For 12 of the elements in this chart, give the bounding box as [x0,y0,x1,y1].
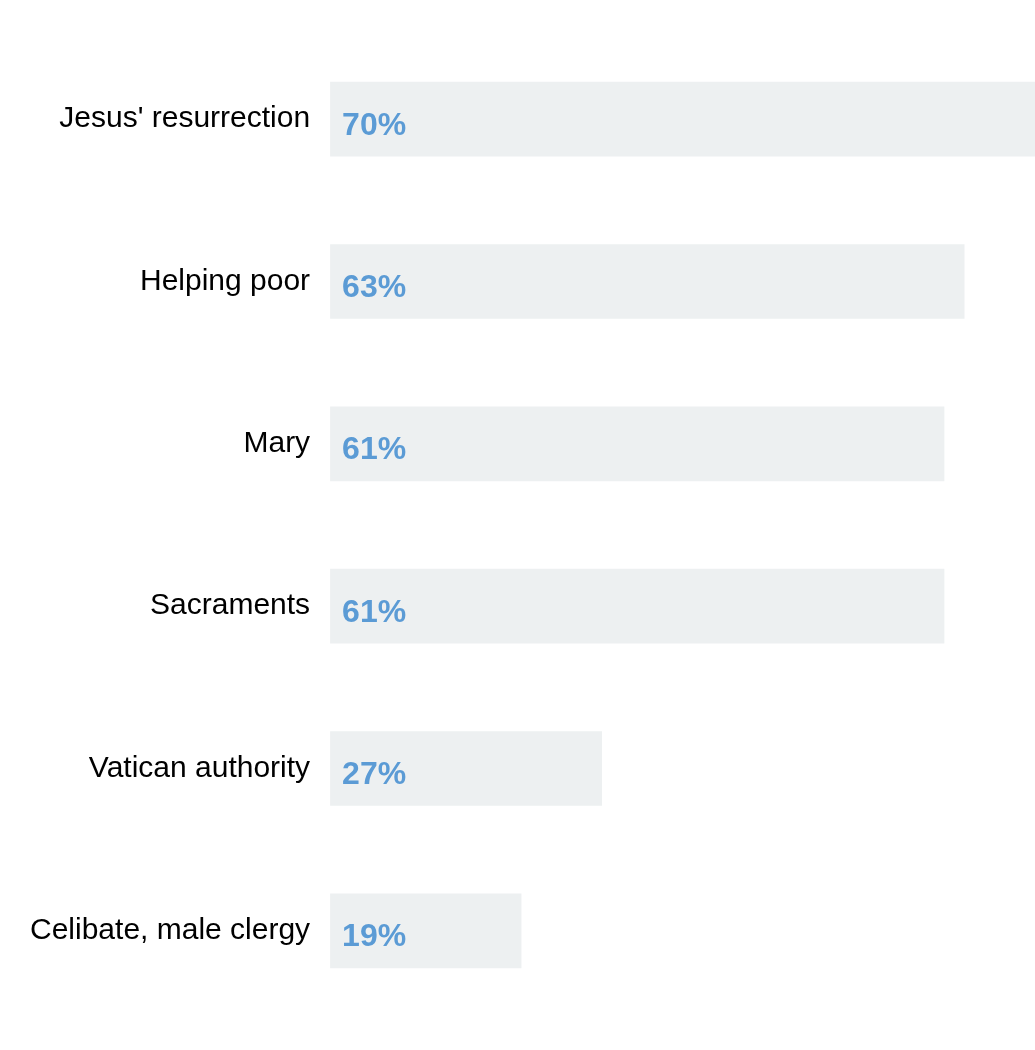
data-label: 61% [342,592,407,629]
data-label: 19% [342,917,407,954]
y-tick-label: Sacraments [150,587,311,621]
y-tick-label: Mary [243,425,311,459]
data-label: 70% [342,105,407,142]
data-label: 61% [342,430,407,467]
data-label: 27% [342,754,407,791]
y-tick-label: Helping poor [140,262,311,296]
y-tick-label: Vatican authority [88,749,311,783]
data-label: 63% [342,267,407,304]
y-tick-label: Celibate, male clergy [30,912,311,946]
y-tick-label: Jesus' resurrection [59,100,311,134]
